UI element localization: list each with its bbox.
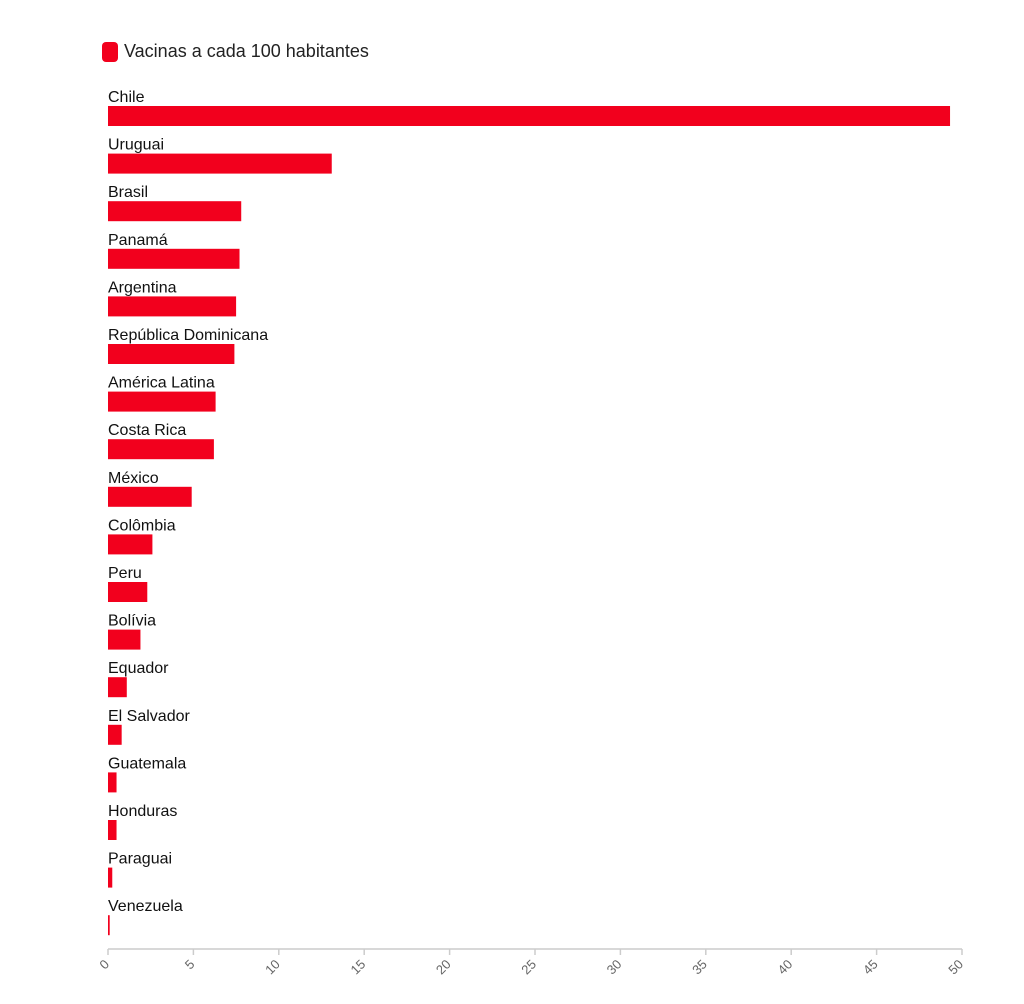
category-label: Venezuela: [108, 898, 183, 915]
x-tick-label: 25: [518, 957, 539, 978]
bar: [108, 582, 148, 602]
x-tick-label: 20: [433, 957, 454, 978]
category-label: Guatemala: [108, 755, 186, 772]
bar: [108, 296, 237, 317]
bar: [108, 248, 240, 269]
category-label: Costa Rica: [108, 422, 186, 439]
x-tick-label: 40: [774, 957, 795, 978]
category-label: Peru: [108, 565, 142, 582]
bar: [108, 772, 117, 793]
category-label: Paraguai: [108, 851, 172, 868]
bar: [108, 534, 153, 555]
x-tick-label: 45: [860, 957, 881, 978]
category-label: Equador: [108, 660, 169, 677]
bar: [108, 629, 141, 650]
bar: [108, 486, 192, 507]
bar: [108, 106, 951, 126]
bars-group: Chile Uruguai Brasil Panamá Argentina Repúbli…: [108, 89, 951, 936]
bar: [108, 344, 235, 364]
category-label: Uruguai: [108, 137, 164, 154]
category-label: América Latina: [108, 375, 215, 392]
category-label: Colômbia: [108, 517, 176, 534]
x-ticks-group: 0 5 10 15 20 25 30 35 40 45 50: [96, 949, 966, 977]
bar: [108, 915, 110, 936]
bar: [108, 677, 127, 698]
category-label: México: [108, 470, 159, 487]
legend-swatch: [102, 41, 118, 62]
category-label: Honduras: [108, 803, 177, 820]
x-tick-label: 35: [689, 957, 710, 978]
x-tick-label: 30: [604, 957, 625, 978]
bar: [108, 391, 216, 412]
bar: [108, 867, 113, 888]
category-label: Chile: [108, 89, 145, 106]
category-label: Bolívia: [108, 613, 156, 630]
x-tick-label: 0: [96, 957, 112, 973]
legend: Vacinas a cada 100 habitantes: [102, 41, 369, 62]
category-label: República Dominicana: [108, 327, 268, 344]
bar: [108, 724, 122, 745]
category-label: Panamá: [108, 232, 168, 249]
x-tick-label: 10: [262, 957, 283, 978]
category-label: Argentina: [108, 279, 177, 296]
bar: [108, 820, 117, 840]
bar: [108, 439, 214, 460]
x-tick-label: 5: [182, 957, 198, 973]
bar: [108, 153, 332, 174]
category-label: El Salvador: [108, 708, 190, 725]
bar: [108, 201, 242, 222]
category-label: Brasil: [108, 184, 148, 201]
legend-label: Vacinas a cada 100 habitantes: [124, 41, 369, 61]
x-tick-label: 50: [945, 957, 966, 978]
x-tick-label: 15: [347, 957, 368, 978]
